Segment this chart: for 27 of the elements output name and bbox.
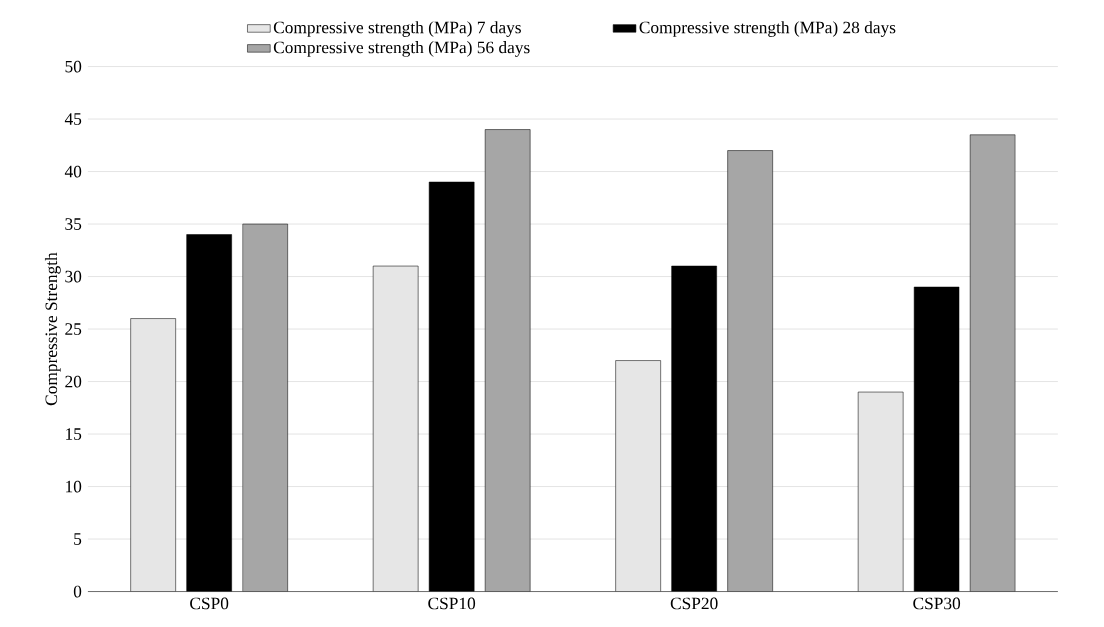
y-tick-label: 0 [73,585,82,598]
y-tick-label: 40 [64,165,82,178]
y-tick-label: 50 [65,60,82,73]
x-tick-label: CSP20 [670,597,718,610]
bar [857,391,904,592]
y-axis-title: Compressive Strength [44,252,61,406]
y-tick-label: 20 [65,375,82,388]
y-tick-label: 30 [65,270,82,283]
legend-label: Compressive strength (MPa) 28 days [639,21,896,37]
y-tick-label: 15 [66,428,82,440]
y-tick-label: 45 [64,113,82,125]
y-tick-label: 25 [65,323,82,335]
x-tick-label: CSP0 [190,597,229,610]
bar [727,150,773,592]
y-tick-label: 10 [66,480,82,493]
y-tick-label: 5 [74,533,82,545]
bar [969,134,1016,592]
x-tick-label: CSP10 [428,597,476,610]
x-tick-label: CSP30 [913,597,961,610]
bar [373,266,419,592]
legend-label: Compressive strength (MPa) 7 days [273,21,521,37]
legend-label: Compressive strength (MPa) 56 days [273,41,530,57]
bar [242,223,288,592]
bar [484,129,531,592]
y-tick-label: 35 [65,218,82,230]
bar [130,318,176,592]
bar [615,360,661,592]
